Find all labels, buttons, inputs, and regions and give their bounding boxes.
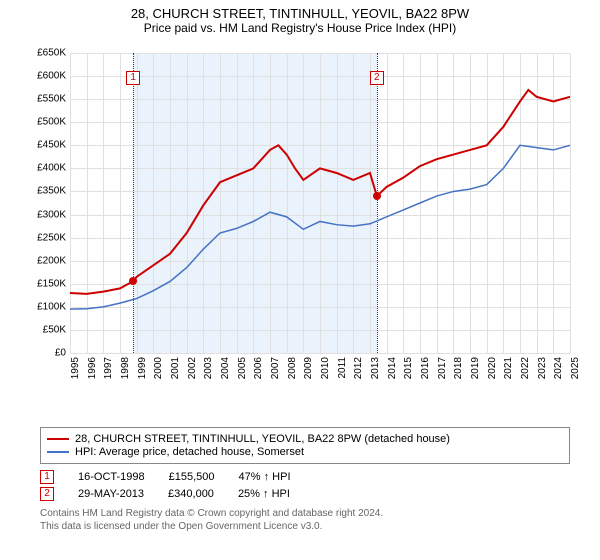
x-tick: 1997 — [103, 357, 114, 379]
y-tick: £50K — [43, 324, 70, 335]
sales-table: 1 16-OCT-1998 £155,500 47% ↑ HPI 2 29-MA… — [40, 470, 570, 501]
swatch-property — [47, 438, 69, 440]
sale-marker-1: 1 — [40, 470, 54, 484]
y-tick: £350K — [37, 186, 70, 197]
legend-label: 28, CHURCH STREET, TINTINHULL, YEOVIL, B… — [75, 433, 450, 445]
sale-price: £155,500 — [169, 471, 215, 483]
sale-date: 16-OCT-1998 — [78, 471, 145, 483]
x-tick: 2007 — [270, 357, 281, 379]
x-tick: 2003 — [203, 357, 214, 379]
x-tick: 1995 — [70, 357, 81, 379]
x-tick: 2008 — [287, 357, 298, 379]
sale-marker-2: 2 — [40, 487, 54, 501]
sale-row-2: 2 29-MAY-2013 £340,000 25% ↑ HPI — [40, 487, 570, 501]
y-tick: £400K — [37, 163, 70, 174]
x-tick: 1996 — [87, 357, 98, 379]
x-tick: 2010 — [320, 357, 331, 379]
y-tick: £450K — [37, 140, 70, 151]
sale-price: £340,000 — [168, 488, 214, 500]
y-tick: £300K — [37, 209, 70, 220]
series-hpi — [70, 145, 570, 309]
x-tick: 2022 — [520, 357, 531, 379]
y-tick: £250K — [37, 232, 70, 243]
swatch-hpi — [47, 451, 69, 453]
x-tick: 2000 — [153, 357, 164, 379]
footnote-line2: This data is licensed under the Open Gov… — [40, 520, 570, 533]
x-tick: 2017 — [437, 357, 448, 379]
series-property — [70, 90, 570, 294]
y-tick: £0 — [55, 348, 70, 359]
x-tick: 2015 — [403, 357, 414, 379]
title-line1: 28, CHURCH STREET, TINTINHULL, YEOVIL, B… — [0, 6, 600, 21]
y-tick: £200K — [37, 255, 70, 266]
x-tick: 2018 — [453, 357, 464, 379]
y-tick: £500K — [37, 117, 70, 128]
x-tick: 2023 — [537, 357, 548, 379]
x-tick: 2006 — [253, 357, 264, 379]
y-tick: £550K — [37, 94, 70, 105]
x-tick: 2013 — [370, 357, 381, 379]
sale-date: 29-MAY-2013 — [78, 488, 144, 500]
sale-delta: 47% ↑ HPI — [239, 471, 291, 483]
x-tick: 2019 — [470, 357, 481, 379]
x-tick: 2012 — [353, 357, 364, 379]
y-tick: £100K — [37, 301, 70, 312]
y-tick: £150K — [37, 278, 70, 289]
footnote: Contains HM Land Registry data © Crown c… — [40, 507, 570, 533]
legend: 28, CHURCH STREET, TINTINHULL, YEOVIL, B… — [40, 427, 570, 464]
x-tick: 2024 — [553, 357, 564, 379]
sale-row-1: 1 16-OCT-1998 £155,500 47% ↑ HPI — [40, 470, 570, 484]
legend-item-property: 28, CHURCH STREET, TINTINHULL, YEOVIL, B… — [47, 433, 563, 445]
sale-delta: 25% ↑ HPI — [238, 488, 290, 500]
x-tick: 2014 — [387, 357, 398, 379]
chart: £0 £50K £100K £150K £200K £250K £300K £350K £400… — [30, 43, 590, 423]
title-line2: Price paid vs. HM Land Registry's House … — [0, 21, 600, 35]
x-tick: 2011 — [337, 357, 348, 379]
footnote-line1: Contains HM Land Registry data © Crown c… — [40, 507, 570, 520]
x-tick: 2004 — [220, 357, 231, 379]
legend-label: HPI: Average price, detached house, Some… — [75, 446, 304, 458]
x-tick: 2001 — [170, 357, 181, 379]
x-tick: 2009 — [303, 357, 314, 379]
x-tick: 1998 — [120, 357, 131, 379]
x-tick: 2025 — [570, 357, 581, 379]
x-tick: 2002 — [187, 357, 198, 379]
x-tick: 2016 — [420, 357, 431, 379]
chart-titles: 28, CHURCH STREET, TINTINHULL, YEOVIL, B… — [0, 0, 600, 35]
legend-item-hpi: HPI: Average price, detached house, Some… — [47, 446, 563, 458]
x-tick: 2021 — [503, 357, 514, 379]
y-tick: £600K — [37, 71, 70, 82]
x-tick: 2005 — [237, 357, 248, 379]
y-tick: £650K — [37, 48, 70, 59]
x-tick: 2020 — [487, 357, 498, 379]
x-tick: 1999 — [137, 357, 148, 379]
